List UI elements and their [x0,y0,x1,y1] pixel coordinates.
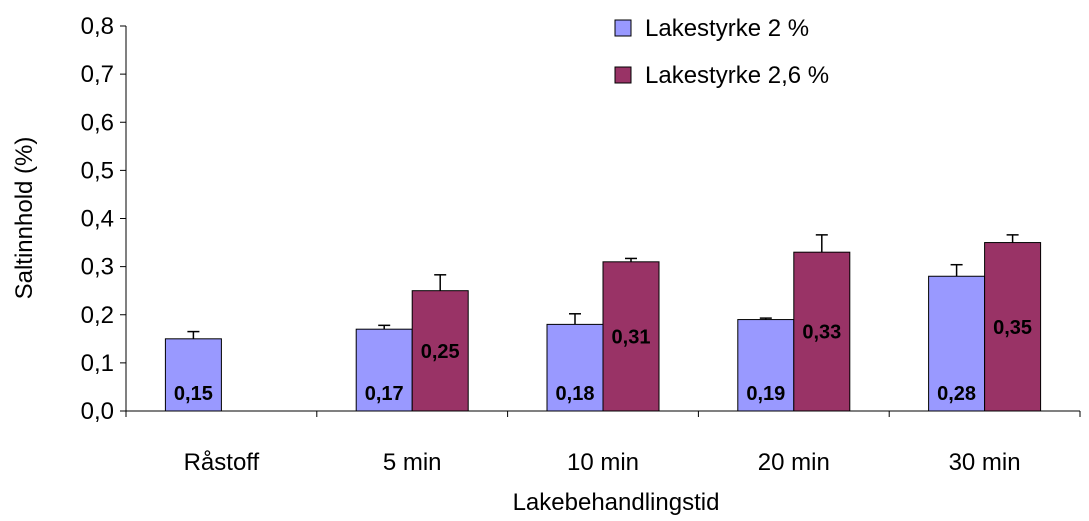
data-label: 0,33 [802,322,841,344]
x-tick-label: Råstoff [184,449,260,476]
bar [737,319,795,412]
x-axis-title: Lakebehandlingstid [513,489,720,516]
data-label: 0,18 [556,383,595,405]
x-tick-label: 20 min [758,449,830,476]
y-tick-label: 0,8 [81,13,114,40]
y-tick-label: 0,1 [81,350,114,377]
data-label: 0,15 [174,383,213,405]
bar [164,338,222,412]
legend-swatch [614,66,632,84]
legend-label: Lakestyrke 2,6 % [645,62,829,89]
plot-area: 0,15 0,17 0,25 0,18 0,31 0,19 0,33 0,28 0,35 [164,234,1042,412]
y-axis-title: Saltinnhold (%) [11,137,38,300]
data-label: 0,17 [365,383,404,405]
y-tick-label: 0,5 [81,157,114,184]
data-label: 0,28 [937,383,976,405]
legend-label: Lakestyrke 2 % [645,15,809,42]
data-label: 0,35 [993,317,1032,339]
x-tick-label: 10 min [567,449,639,476]
bar [928,275,986,412]
x-tick-label: 30 min [949,449,1021,476]
legend: Lakestyrke 2 % Lakestyrke 2,6 % [614,15,829,89]
y-tick-label: 0,0 [81,398,114,425]
bar [602,261,660,412]
y-tick-label: 0,7 [81,61,114,88]
y-ticks: 0,0 0,1 0,2 0,3 0,4 0,5 0,6 0,7 0,8 [81,13,126,425]
data-label: 0,19 [746,383,785,405]
y-tick-label: 0,6 [81,109,114,136]
bar [984,242,1042,412]
x-ticks: Råstoff 5 min 10 min 20 min 30 min [125,411,1081,476]
y-tick-label: 0,4 [81,206,114,233]
y-tick-label: 0,2 [81,302,114,329]
bar [411,290,469,412]
y-tick-label: 0,3 [81,254,114,281]
data-label: 0,31 [612,326,651,348]
data-label: 0,25 [421,341,460,363]
bar [793,251,851,412]
x-tick-label: 5 min [383,449,442,476]
legend-swatch [614,19,632,37]
